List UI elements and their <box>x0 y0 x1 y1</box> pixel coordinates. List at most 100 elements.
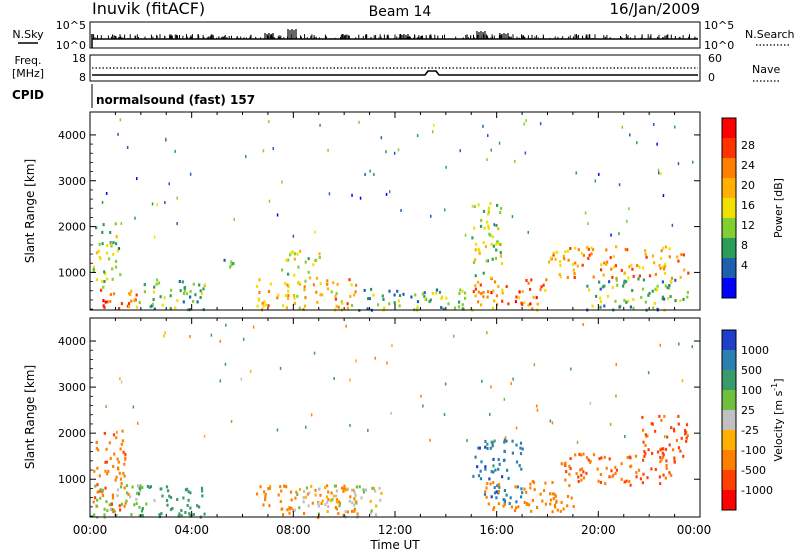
power-cell <box>262 304 265 308</box>
power-cell <box>381 294 384 298</box>
power-cell <box>493 299 496 303</box>
power-cell <box>656 284 659 288</box>
velocity-cell <box>549 492 552 496</box>
power-cell <box>464 233 467 237</box>
velocity-cell <box>116 494 119 498</box>
velocity-ytick-label: 2000 <box>58 427 86 440</box>
velocity-cell <box>668 471 671 475</box>
velocity-cell <box>525 490 528 494</box>
velocity-cell <box>592 453 596 457</box>
power-cell <box>529 302 532 306</box>
velocity-cell <box>262 503 265 507</box>
power-cell <box>287 272 290 276</box>
velocity-cell <box>284 484 287 488</box>
velocity-cell <box>479 477 483 481</box>
power-colorbar-segment <box>722 198 736 219</box>
power-cell <box>478 252 481 255</box>
velocity-cell <box>599 480 602 484</box>
power-cell <box>116 249 119 253</box>
velocity-cell <box>564 478 567 482</box>
power-cell <box>314 259 317 262</box>
power-cell <box>487 208 490 212</box>
velocity-cell <box>498 485 501 489</box>
power-cell <box>319 293 322 297</box>
velocity-cell <box>614 472 617 475</box>
velocity-cell <box>167 489 170 493</box>
power-cell <box>245 155 247 159</box>
power-cell <box>677 162 680 166</box>
power-cell <box>315 290 318 294</box>
power-cell <box>367 297 370 301</box>
velocity-cell <box>123 462 126 466</box>
velocity-cell <box>178 512 181 516</box>
velocity-colorbar-segment <box>722 430 736 451</box>
velocity-cell <box>104 469 107 473</box>
velocity-cell <box>510 382 512 386</box>
power-cell <box>165 138 167 142</box>
velocity-cell <box>487 502 490 506</box>
velocity-cell <box>338 501 342 505</box>
power-cell <box>304 296 307 300</box>
power-cell <box>156 203 158 207</box>
velocity-colorbar-segment <box>722 330 736 351</box>
velocity-cell <box>277 493 280 497</box>
velocity-colorbar-ticks: 1000 500 100 25 -25 -100 -500 -1000 <box>741 344 773 497</box>
power-cell <box>143 290 146 294</box>
velocity-cell <box>647 371 650 375</box>
power-cbar-tick-6: 4 <box>741 259 748 272</box>
power-cbar-tick-2: 20 <box>741 179 755 192</box>
power-cell <box>653 123 655 126</box>
power-cell <box>287 289 290 293</box>
power-cell <box>487 212 490 216</box>
power-cell <box>636 141 638 145</box>
power-cell <box>461 289 464 293</box>
power-colorbar-segment <box>722 238 736 259</box>
velocity-cell <box>643 450 646 453</box>
velocity-cell <box>453 334 455 338</box>
velocity-cell <box>614 465 617 469</box>
velocity-cell <box>514 509 517 512</box>
velocity-cell <box>589 459 592 463</box>
velocity-cell <box>644 444 647 447</box>
velocity-cell <box>123 504 126 508</box>
velocity-cell <box>422 404 424 408</box>
velocity-cell <box>119 508 122 512</box>
power-cell <box>304 260 307 264</box>
velocity-cell <box>682 454 685 458</box>
power-cell <box>567 249 570 253</box>
velocity-cell <box>319 493 322 497</box>
power-cell <box>388 302 391 306</box>
power-cell <box>153 307 156 311</box>
power-cell <box>196 300 199 304</box>
power-cell <box>257 298 261 302</box>
power-cell <box>129 293 132 296</box>
velocity-cell <box>120 380 123 384</box>
velocity-cell <box>310 413 313 417</box>
power-cell <box>176 196 178 200</box>
velocity-cell <box>138 492 141 496</box>
power-cell <box>648 291 651 295</box>
power-cell <box>540 285 543 289</box>
power-cell <box>652 306 655 310</box>
power-cell <box>475 242 478 246</box>
velocity-cell <box>264 492 267 496</box>
velocity-cell <box>577 480 580 483</box>
power-colorbar <box>722 118 736 299</box>
velocity-cell <box>615 363 617 366</box>
velocity-cell <box>580 473 583 477</box>
velocity-cell <box>320 502 323 505</box>
velocity-cell <box>113 510 116 514</box>
power-cell <box>105 192 108 195</box>
power-cell <box>629 133 631 137</box>
power-cell <box>119 118 122 122</box>
velocity-cell <box>357 514 360 518</box>
x-tickmarks <box>89 112 701 517</box>
velocity-cell <box>110 508 113 511</box>
power-cell <box>370 287 373 291</box>
power-cell <box>487 226 490 230</box>
power-cell <box>368 297 371 301</box>
power-cell <box>159 295 162 299</box>
velocity-cell <box>639 477 642 481</box>
power-cell <box>573 276 576 279</box>
power-cell <box>269 282 272 286</box>
